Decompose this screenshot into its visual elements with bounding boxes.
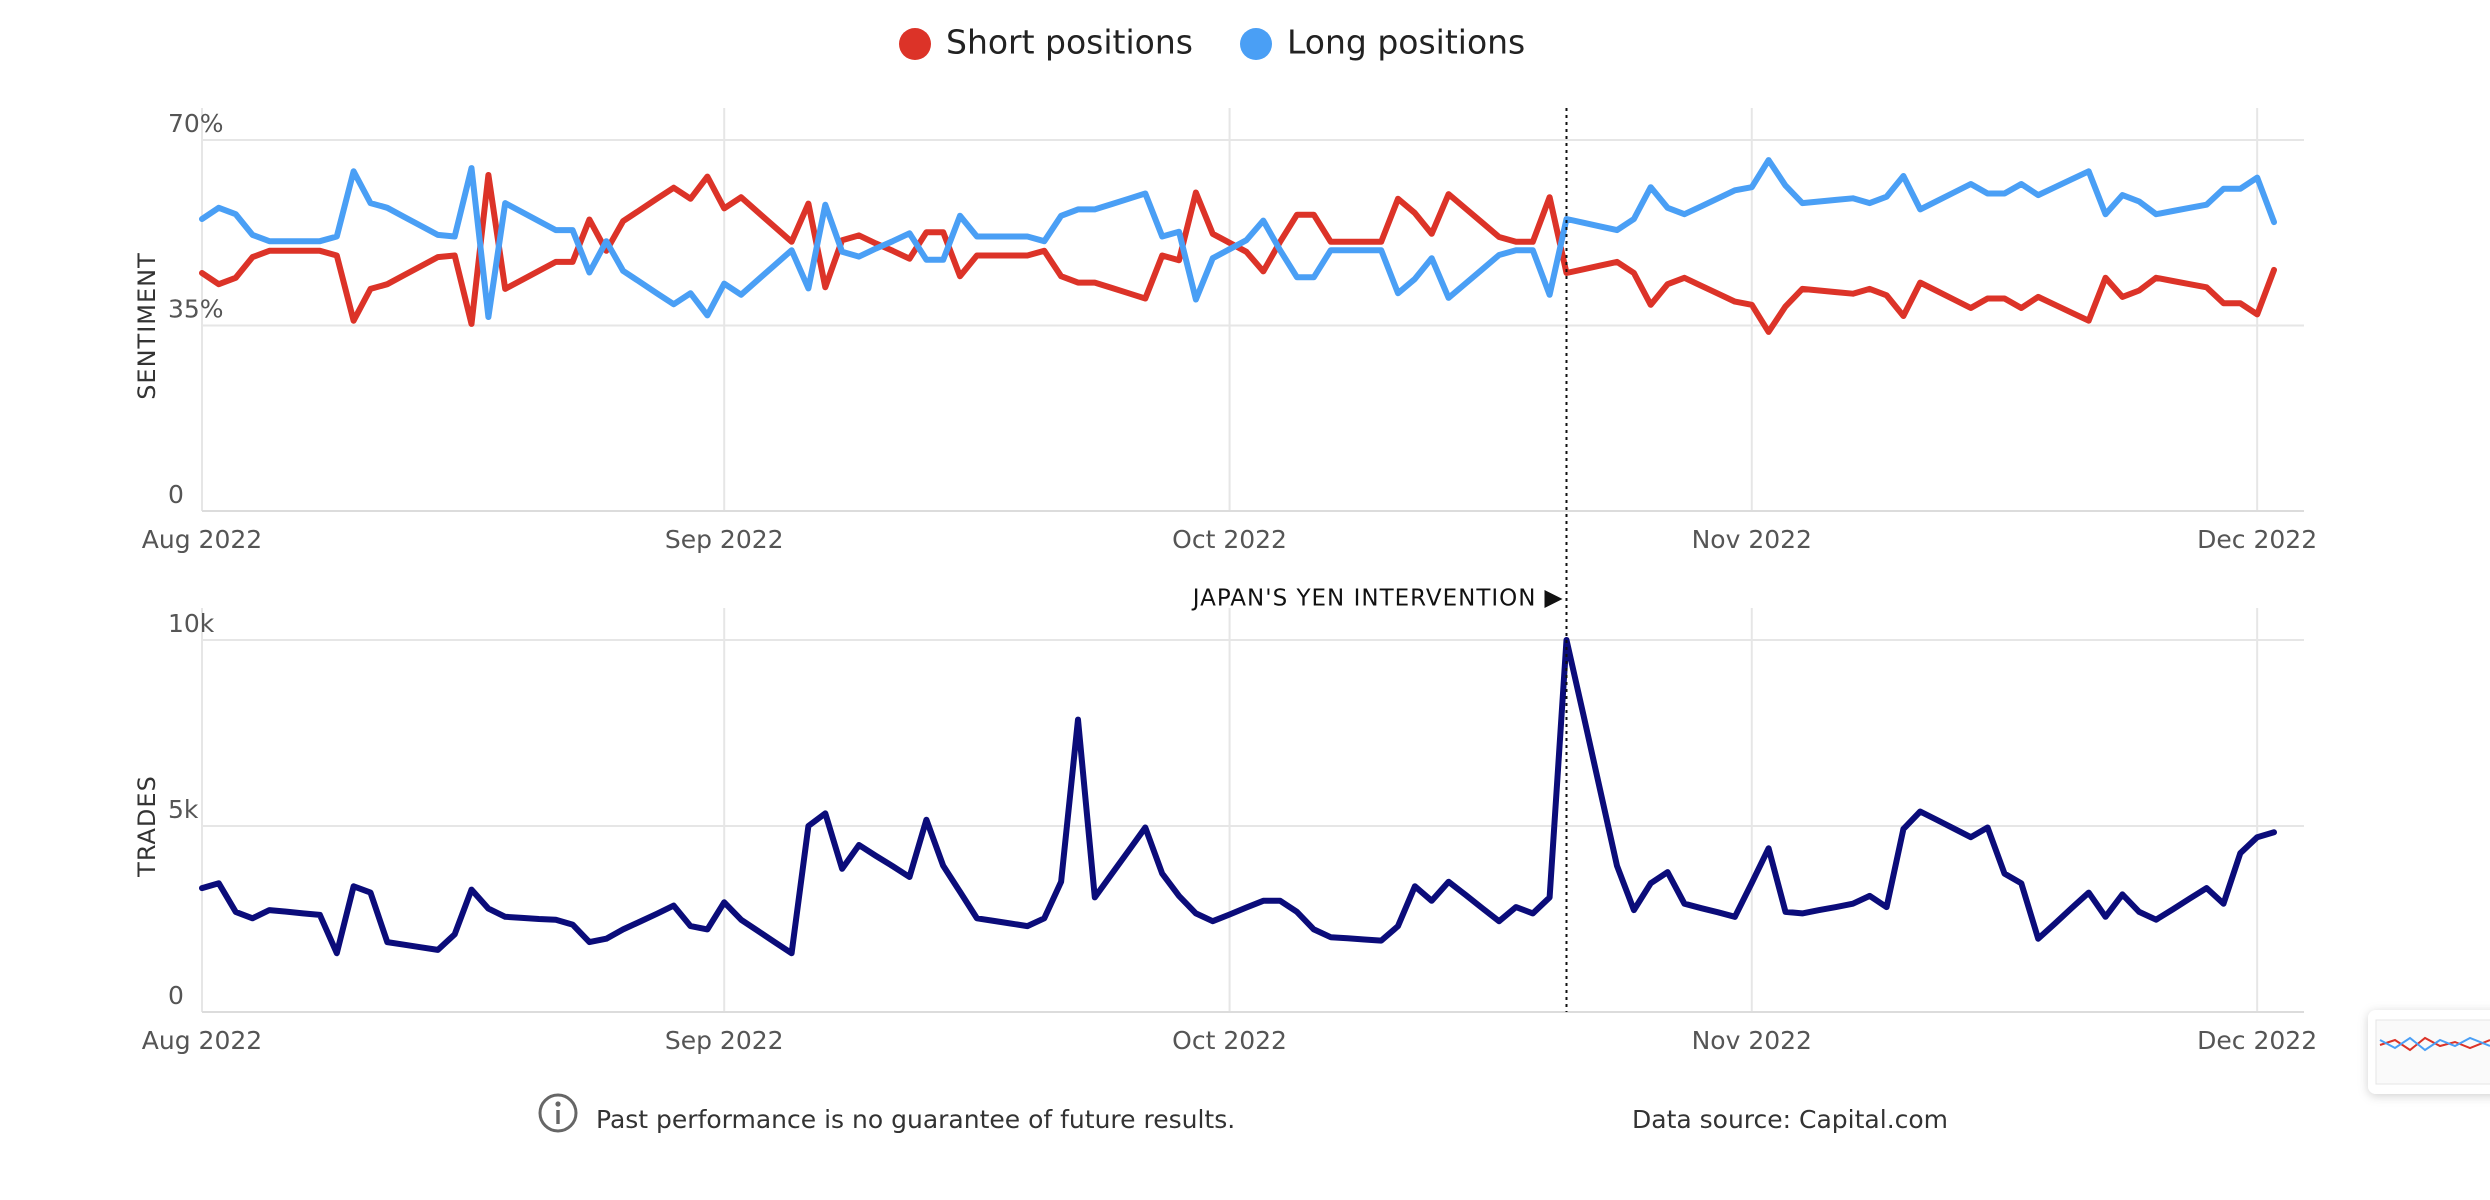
y-tick-label: 35%	[168, 295, 224, 324]
line-series	[199, 637, 2277, 957]
y-tick-label: 0	[168, 480, 184, 509]
x-tick-label: Dec 2022	[2197, 1026, 2317, 1055]
y-tick-label: 70%	[168, 109, 224, 138]
x-tick-label: Nov 2022	[1692, 525, 1812, 554]
legend-marker	[899, 28, 931, 60]
line-series	[199, 157, 2277, 320]
x-tick-label: Oct 2022	[1172, 525, 1287, 554]
info-icon	[538, 1093, 578, 1133]
y-tick-label: 10k	[168, 609, 215, 638]
y-tick-label: 5k	[168, 795, 199, 824]
line-series	[199, 172, 2277, 335]
x-tick-label: Aug 2022	[142, 1026, 262, 1055]
disclaimer: Past performance is no guarantee of futu…	[596, 1105, 1235, 1134]
annotation-arrow	[1544, 590, 1563, 608]
legend-label: Short positions	[946, 23, 1193, 62]
thumbnail	[2368, 1010, 2490, 1094]
y-axis-title: TRADES	[133, 775, 161, 878]
data-source: Data source: Capital.com	[1632, 1105, 1948, 1134]
legend-label: Long positions	[1287, 23, 1525, 62]
x-tick-label: Oct 2022	[1172, 1026, 1287, 1055]
annotation-text: JAPAN'S YEN INTERVENTION	[1191, 586, 1537, 612]
x-tick-label: Sep 2022	[665, 1026, 784, 1055]
x-tick-label: Sep 2022	[665, 525, 784, 554]
y-axis-title: SENTIMENT	[133, 252, 161, 400]
x-tick-label: Dec 2022	[2197, 525, 2317, 554]
x-tick-label: Nov 2022	[1692, 1026, 1812, 1055]
x-tick-label: Aug 2022	[142, 525, 262, 554]
y-tick-label: 0	[168, 981, 184, 1010]
legend-marker	[1240, 28, 1272, 60]
